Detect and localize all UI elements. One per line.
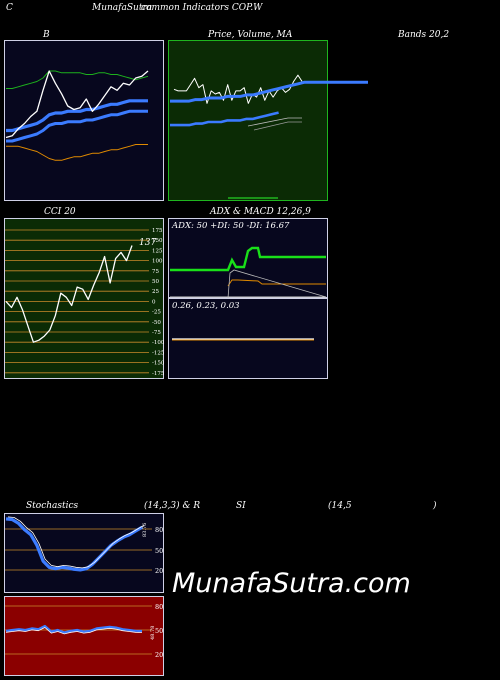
rsi-tick-20: 20: [155, 651, 163, 659]
cci-line: [5, 245, 133, 343]
pm-ma-gray-line-2: [253, 121, 302, 131]
cci-panel: 175 150 125 100 75 50 25 0 -25 -50 -75 -100 -125 -150…: [4, 218, 165, 379]
rsi-signal-line: [5, 627, 143, 635]
adx-minus-di-line: [227, 279, 326, 287]
header-title-b: common Indicators COP.W: [141, 3, 263, 13]
middle-band-line: [6, 99, 148, 133]
cci-title: CCI 20: [44, 207, 76, 217]
cci-tick-label: 25: [152, 289, 159, 295]
rsi-tick-80: 80: [155, 603, 163, 611]
macd-values: 0.26, 0.23, 0.03: [172, 301, 240, 311]
stoch-k-line: [5, 517, 143, 572]
cci-tick-label: 175: [152, 228, 163, 234]
stoch-title-mid: (14,3,3) & R: [144, 501, 201, 511]
adx-macd-title: ADX & MACD 12,26,9: [210, 207, 311, 217]
upper-band-line: [6, 70, 149, 89]
cci-tick-label: 75: [152, 269, 159, 275]
price-ma-panel: [168, 40, 328, 201]
adx-values: ADX: 50 +DI: 50 -DI: 16.67: [171, 221, 290, 231]
rsi-line: [5, 624, 143, 634]
bollinger-title-right: Bands 20,2: [398, 30, 450, 40]
cci-tick-label: 50: [152, 279, 159, 285]
bollinger-title-mid: Price, Volume, MA: [208, 30, 293, 40]
bollinger-title-left: B: [43, 30, 50, 40]
cci-tick-label: 0: [152, 299, 156, 305]
moving-average-line: [6, 109, 148, 143]
stoch-title-paren: ): [433, 501, 437, 511]
stoch-title-si: SI: [236, 501, 246, 511]
stoch-title-left: Stochastics: [26, 501, 79, 511]
watermark: MunafaSutra.com: [172, 568, 411, 599]
rsi-value-label: 48.78: [150, 626, 156, 640]
adx-plus-di-line: [170, 246, 326, 272]
stochastics-panel: 80 50 20 83.76: [4, 513, 164, 593]
macd-panel: 0.26, 0.23, 0.03: [168, 298, 328, 379]
cci-tick-label: -100: [152, 340, 165, 346]
adx-panel: ADX: 50 +DI: 50 -DI: 16.67: [168, 218, 328, 298]
rsi-tick-50: 50: [155, 627, 163, 635]
header-title-a: MunafaSutra: [92, 3, 153, 13]
stoch-tick-50: 50: [155, 547, 163, 555]
pm-ma-gray-line: [247, 117, 302, 127]
price-ma-overlay: [170, 74, 368, 131]
header-left: C: [6, 3, 13, 13]
stoch-title-right: (14,5: [328, 501, 352, 511]
cci-tick-label: -175: [152, 371, 165, 377]
pm-ma-long-line: [170, 80, 368, 103]
cci-tick-label: -125: [152, 350, 165, 356]
price-line: [5, 70, 149, 139]
cci-tick-label: -50: [152, 320, 161, 326]
cci-tick-label: -150: [152, 361, 165, 367]
cci-tick-label: 100: [152, 259, 163, 265]
stoch-d-line: [7, 516, 145, 569]
cci-tick-label: 150: [152, 238, 163, 244]
stoch-value-label: 83.76: [142, 523, 148, 537]
stoch-tick-20: 20: [155, 567, 163, 575]
adx-line: [227, 269, 327, 298]
pm-ma-short-line: [170, 111, 279, 127]
rsi-panel: 80 50 20 48.78: [4, 596, 164, 676]
bollinger-panel: [4, 40, 164, 201]
cci-tick-label: 125: [152, 248, 163, 254]
cci-tick-label: -25: [152, 310, 161, 316]
stoch-tick-80: 80: [155, 526, 163, 534]
lower-band-line: [6, 144, 148, 161]
cci-tick-label: -75: [152, 330, 161, 336]
cci-value-label: 137: [139, 238, 156, 248]
